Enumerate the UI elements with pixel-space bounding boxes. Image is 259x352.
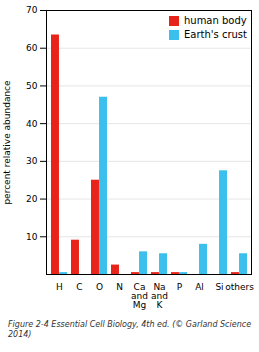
svg-text:20: 20 [26,194,38,204]
svg-text:30: 30 [26,156,38,166]
html-text:Earth's crust: Earth's crust [184,29,247,40]
html-text:Figure 2-4 Essential Cell Biol: Figure 2-4 Essential Cell Biology, 4th e… [8,320,252,339]
svg-text:70: 70 [26,5,38,15]
svg-text:CaandMg: CaandMg [131,282,148,310]
svg-text:40: 40 [26,119,38,129]
svg-text:percent relative abundance: percent relative abundance [2,80,12,205]
svg-text:O: O [96,282,103,292]
svg-text:Si: Si [215,282,223,292]
svg-text:Al: Al [195,282,204,292]
svg-text:others: others [225,282,254,292]
svg-text:N: N [116,282,123,292]
html-text:human body: human body [184,15,247,26]
svg-text:60: 60 [26,43,38,53]
svg-text:C: C [76,282,82,292]
svg-text:10: 10 [26,232,38,242]
svg-text:NaandK: NaandK [151,282,168,310]
svg-text:P: P [177,282,183,292]
svg-text:50: 50 [26,81,38,91]
svg-text:H: H [56,282,63,292]
